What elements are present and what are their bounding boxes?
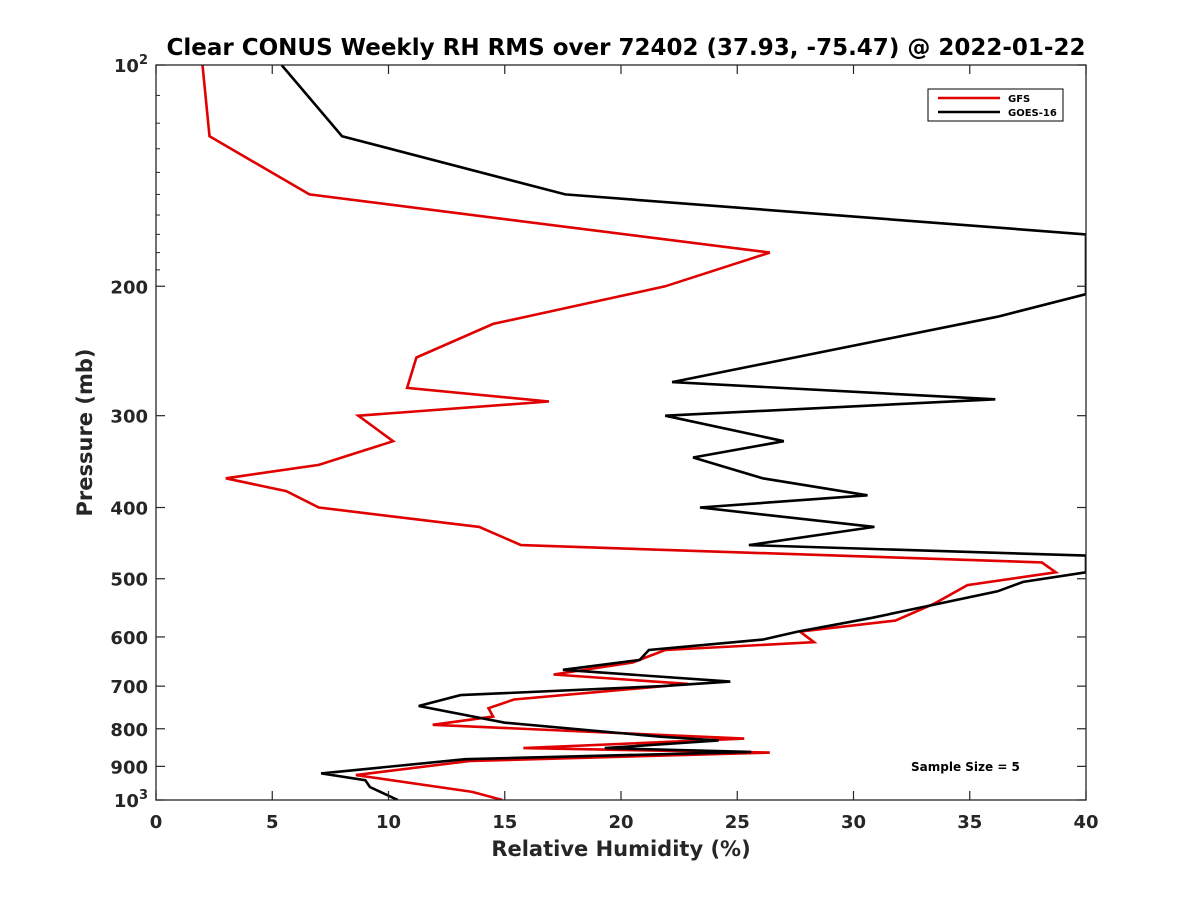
y-axis-label: Pressure (mb) [73,349,97,517]
x-tick-label: 15 [492,812,517,833]
x-axis-label: Relative Humidity (%) [491,837,750,861]
x-tick-label: 25 [725,812,750,833]
x-tick-label: 10 [376,812,401,833]
x-tick-label: 40 [1073,812,1098,833]
chart-title: Clear CONUS Weekly RH RMS over 72402 (37… [167,35,1086,61]
y-tick-label: 600 [110,628,148,649]
y-tick-label: 900 [110,757,148,778]
y-tick-label: 400 [110,499,148,520]
sample-size-annotation: Sample Size = 5 [911,760,1020,774]
y-tick-label: 103 [114,788,148,812]
y-tick-label: 800 [110,720,148,741]
y-tick-label: 700 [110,677,148,698]
y-tick-label: 200 [110,277,148,298]
x-tick-label: 35 [957,812,982,833]
plot-area [156,65,1086,800]
series-line-goes16 [280,65,1086,800]
legend: GFS GOES-16 [927,88,1064,122]
legend-box [927,88,1064,122]
y-tick-label: 102 [114,53,148,77]
x-tick-label: 0 [150,812,163,833]
y-tick-label: 300 [110,407,148,428]
x-tick-label: 20 [608,812,633,833]
x-tick-label: 30 [841,812,866,833]
x-tick-label: 5 [266,812,279,833]
y-tick-label: 500 [110,570,148,591]
series-layer [201,65,1086,800]
ticks-layer: 0 5 10 15 20 25 30 35 40 102 200 300 400 500 600 700 800… [110,53,1098,833]
legend-label-gfs: GFS [1008,94,1030,105]
legend-label-goes16: GOES-16 [1008,108,1057,119]
